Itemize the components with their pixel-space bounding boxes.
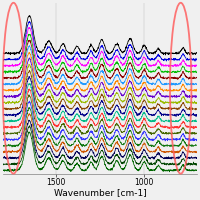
X-axis label: Wavenumber [cm-1]: Wavenumber [cm-1] <box>54 188 146 197</box>
